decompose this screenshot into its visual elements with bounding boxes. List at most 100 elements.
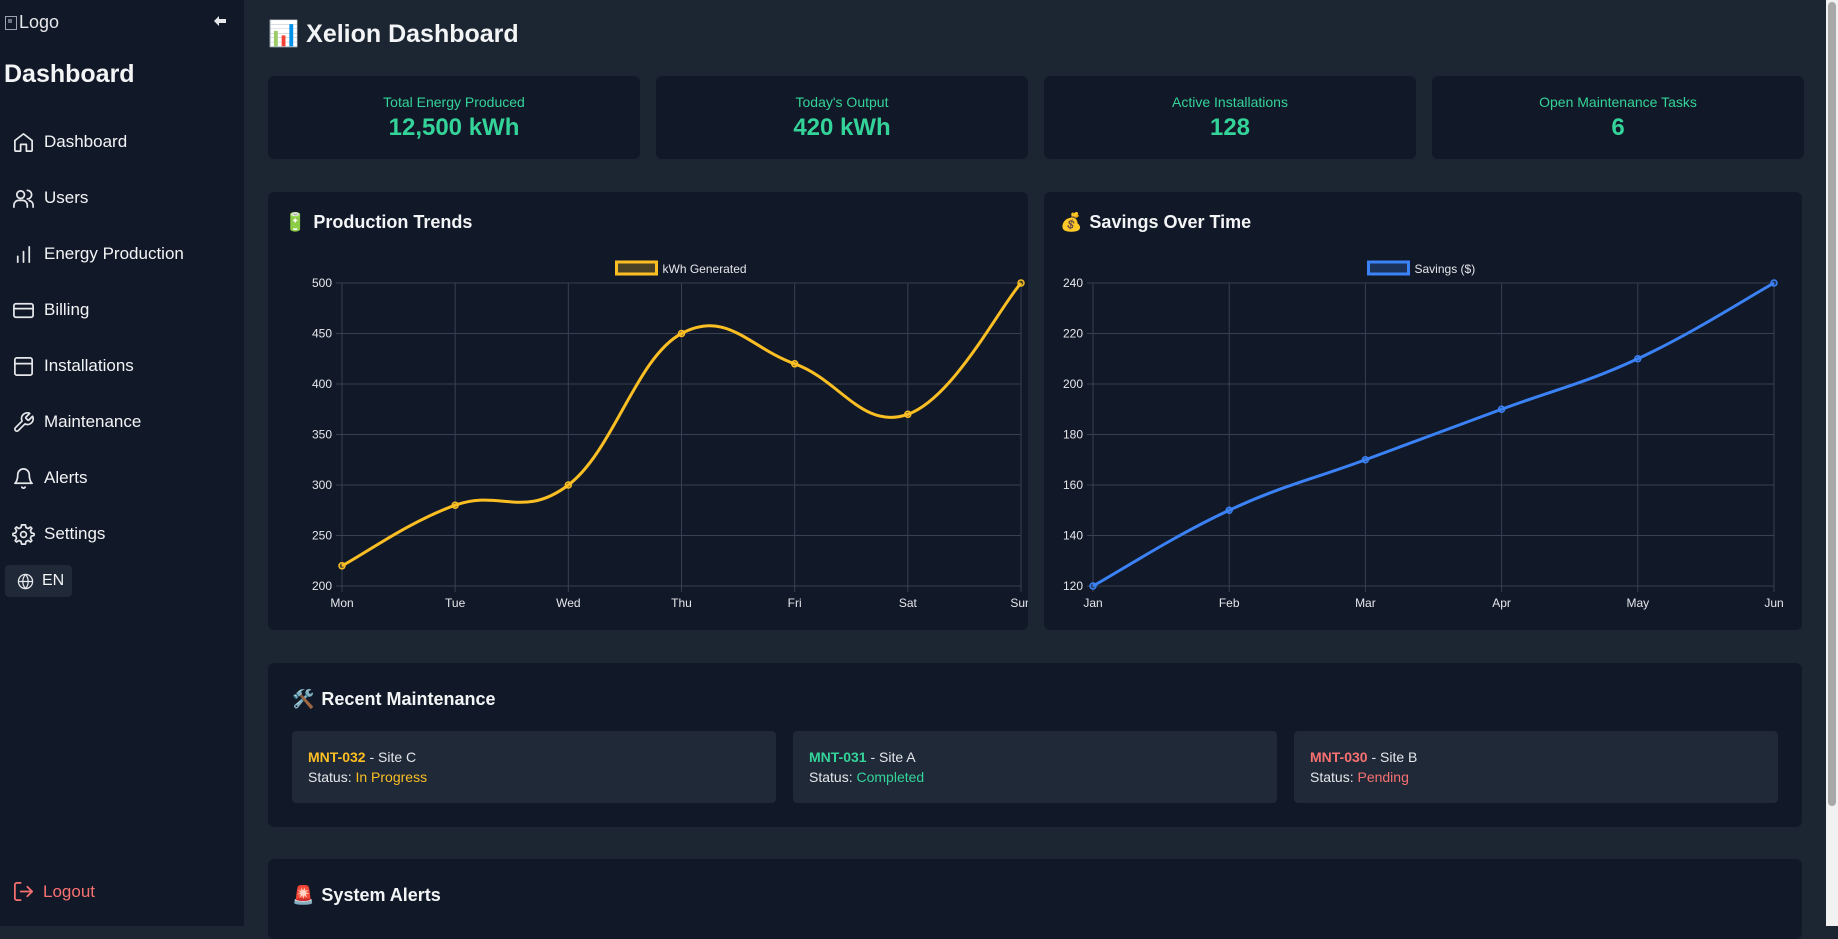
panel-icon (14, 356, 33, 376)
language-button[interactable]: EN (5, 565, 72, 597)
data-point[interactable] (677, 329, 686, 338)
tools-emoji-icon: 🛠️ (292, 689, 315, 709)
stat-value: 128 (1209, 114, 1251, 141)
x-tick-label: Tue (445, 596, 466, 610)
data-point[interactable] (1634, 355, 1642, 363)
data-point[interactable] (451, 501, 459, 509)
maintenance-card[interactable]: MNT-031 - Site A Status: Completed (793, 731, 1277, 803)
status-value: Pending (1357, 769, 1409, 785)
sidebar-item-users[interactable]: Users (0, 170, 244, 226)
y-tick-label: 400 (312, 377, 332, 391)
sidebar-item-billing[interactable]: Billing (0, 282, 244, 338)
stat-label: Active Installations (1172, 94, 1288, 110)
collapse-sidebar-button[interactable] (213, 14, 229, 30)
status-label: Status: (1310, 769, 1354, 785)
data-point[interactable] (1089, 582, 1097, 590)
sidebar-item-installations[interactable]: Installations (0, 338, 244, 394)
stat-card-open-maintenance: Open Maintenance Tasks 6 (1432, 76, 1804, 159)
sidebar-item-label: Settings (44, 524, 106, 543)
y-tick-label: 220 (1063, 327, 1083, 341)
siren-emoji-icon: 🚨 (292, 885, 315, 905)
y-tick-label: 120 (1063, 579, 1083, 593)
maintenance-card[interactable]: MNT-032 - Site C Status: In Progress (292, 731, 776, 803)
logo: Logo (5, 12, 59, 33)
x-tick-label: Sat (899, 596, 918, 610)
y-tick-label: 350 (312, 428, 332, 442)
broken-image-icon (5, 15, 17, 30)
sidebar-item-label: Maintenance (44, 412, 142, 431)
savings-over-time-chart: 120 140 160 180 200 220 240 Jan Feb Mar Apr May Jun S… (1063, 260, 1784, 610)
panel-title-text: System Alerts (321, 885, 441, 905)
y-tick-label: 200 (1063, 377, 1083, 391)
stat-label: Today's Output (795, 94, 889, 110)
system-alerts-panel: 🚨 System Alerts (268, 859, 1802, 939)
series-line (341, 282, 1023, 568)
page-title: 📊 Xelion Dashboard (268, 20, 519, 49)
panel-title-text: Savings Over Time (1089, 212, 1252, 232)
status-value: In Progress (355, 769, 428, 785)
sidebar-title: Dashboard (4, 60, 135, 88)
panel-title: 🛠️ Recent Maintenance (292, 689, 495, 710)
y-tick-label: 160 (1063, 478, 1083, 492)
chart-grid (1087, 282, 1775, 592)
maintenance-card[interactable]: MNT-030 - Site B Status: Pending (1294, 731, 1778, 803)
credit-card-icon (13, 302, 34, 318)
sidebar-item-dashboard[interactable]: Dashboard (0, 114, 244, 170)
main-content: 📊 Xelion Dashboard Total Energy Produced… (244, 0, 1826, 939)
y-tick-label: 180 (1063, 428, 1083, 442)
y-tick-label: 450 (312, 327, 332, 341)
sidebar-item-label: Alerts (44, 468, 88, 487)
money-bag-emoji-icon: 💰 (1060, 212, 1083, 232)
stat-card-active-installations: Active Installations 128 (1044, 76, 1416, 159)
bar-chart-icon (16, 245, 31, 263)
chart-grid (336, 282, 1022, 592)
scrollbar-thumb[interactable] (1828, 2, 1836, 806)
stat-label: Total Energy Produced (383, 94, 525, 110)
legend-label[interactable]: kWh Generated (663, 262, 747, 276)
data-point[interactable] (1770, 279, 1778, 287)
data-point[interactable] (904, 410, 912, 419)
legend-swatch[interactable] (1367, 260, 1410, 276)
panel-title: 🔋 Production Trends (284, 212, 472, 233)
maintenance-site: - Site A (866, 749, 916, 765)
logout-icon (14, 882, 33, 901)
maintenance-site: - Site B (1367, 749, 1418, 765)
legend-label[interactable]: Savings ($) (1415, 262, 1476, 276)
sidebar-item-label: Energy Production (44, 244, 184, 263)
savings-over-time-panel: 💰 Savings Over Time 120 140 160 180 200 220 24… (1044, 192, 1802, 630)
data-point[interactable] (790, 360, 799, 368)
battery-emoji-icon: 🔋 (284, 212, 307, 232)
sidebar-item-maintenance[interactable]: Maintenance (0, 394, 244, 450)
stat-card-total-energy: Total Energy Produced 12,500 kWh (268, 76, 640, 159)
data-point[interactable] (1497, 405, 1506, 413)
data-point[interactable] (1361, 456, 1370, 464)
stat-label: Open Maintenance Tasks (1539, 94, 1697, 110)
stat-value: 12,500 kWh (388, 114, 520, 141)
logout-button[interactable]: Logout (12, 880, 95, 903)
x-tick-label: Jan (1083, 596, 1102, 610)
maintenance-id: MNT-031 (809, 749, 867, 765)
sidebar-item-energy-production[interactable]: Energy Production (0, 226, 244, 282)
y-tick-label: 250 (312, 529, 332, 543)
sidebar-item-label: Installations (44, 356, 134, 375)
legend-swatch[interactable] (615, 260, 658, 276)
panel-title-text: Recent Maintenance (321, 689, 496, 709)
x-tick-label: Mon (330, 596, 353, 610)
maintenance-id: MNT-030 (1310, 749, 1368, 765)
x-tick-label: Sun (1010, 596, 1028, 610)
stat-value: 6 (1611, 114, 1625, 141)
wrench-icon (14, 411, 34, 432)
stat-card-todays-output: Today's Output 420 kWh (656, 76, 1028, 159)
sidebar-item-settings[interactable]: Settings (0, 506, 244, 562)
sidebar-item-alerts[interactable]: Alerts (0, 450, 244, 506)
page-scrollbar[interactable] (1826, 0, 1838, 926)
data-point[interactable] (1225, 506, 1233, 514)
y-tick-label: 500 (312, 276, 332, 290)
production-trends-chart: 200 250 300 350 400 450 500 Mon Tue Wed Thu Fri Sat S… (312, 260, 1028, 610)
data-point[interactable] (564, 481, 573, 489)
page-title-text: Xelion Dashboard (306, 20, 519, 48)
data-point[interactable] (1017, 279, 1025, 287)
y-tick-label: 240 (1063, 276, 1083, 290)
data-point[interactable] (338, 562, 346, 570)
x-tick-label: Jun (1764, 596, 1783, 610)
